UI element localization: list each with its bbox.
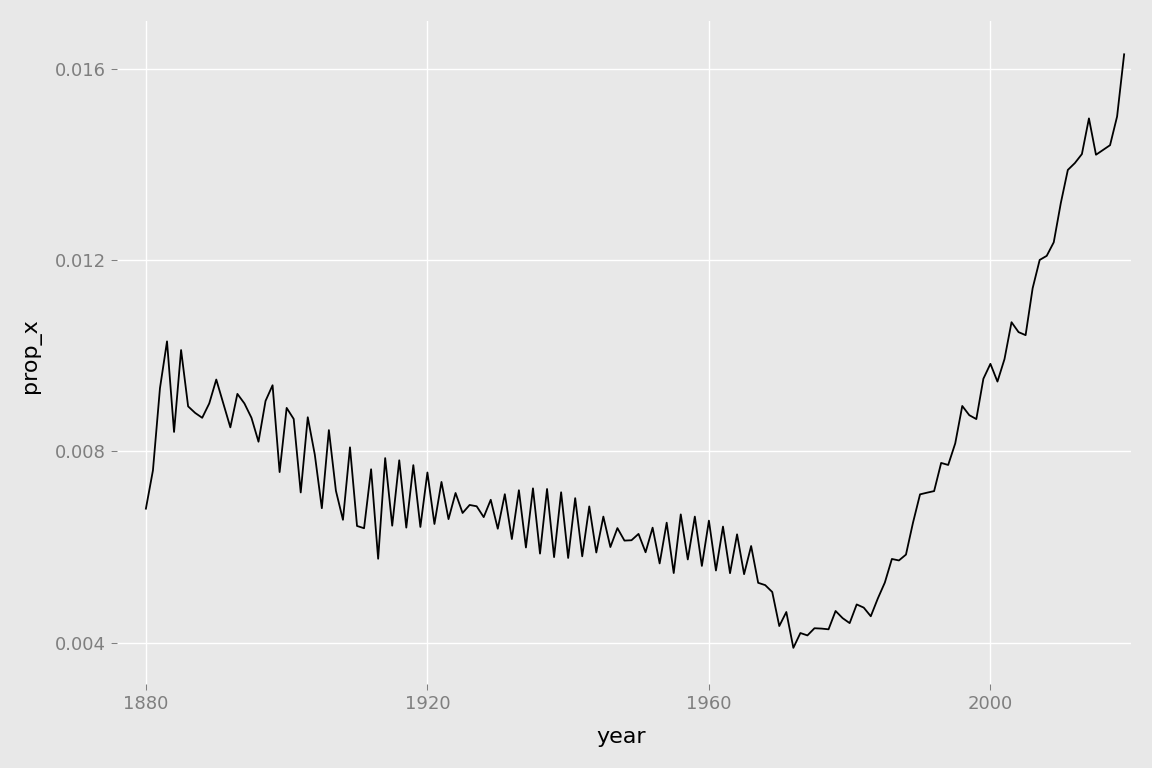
X-axis label: year: year bbox=[596, 727, 646, 747]
Y-axis label: prop_x: prop_x bbox=[21, 318, 40, 393]
